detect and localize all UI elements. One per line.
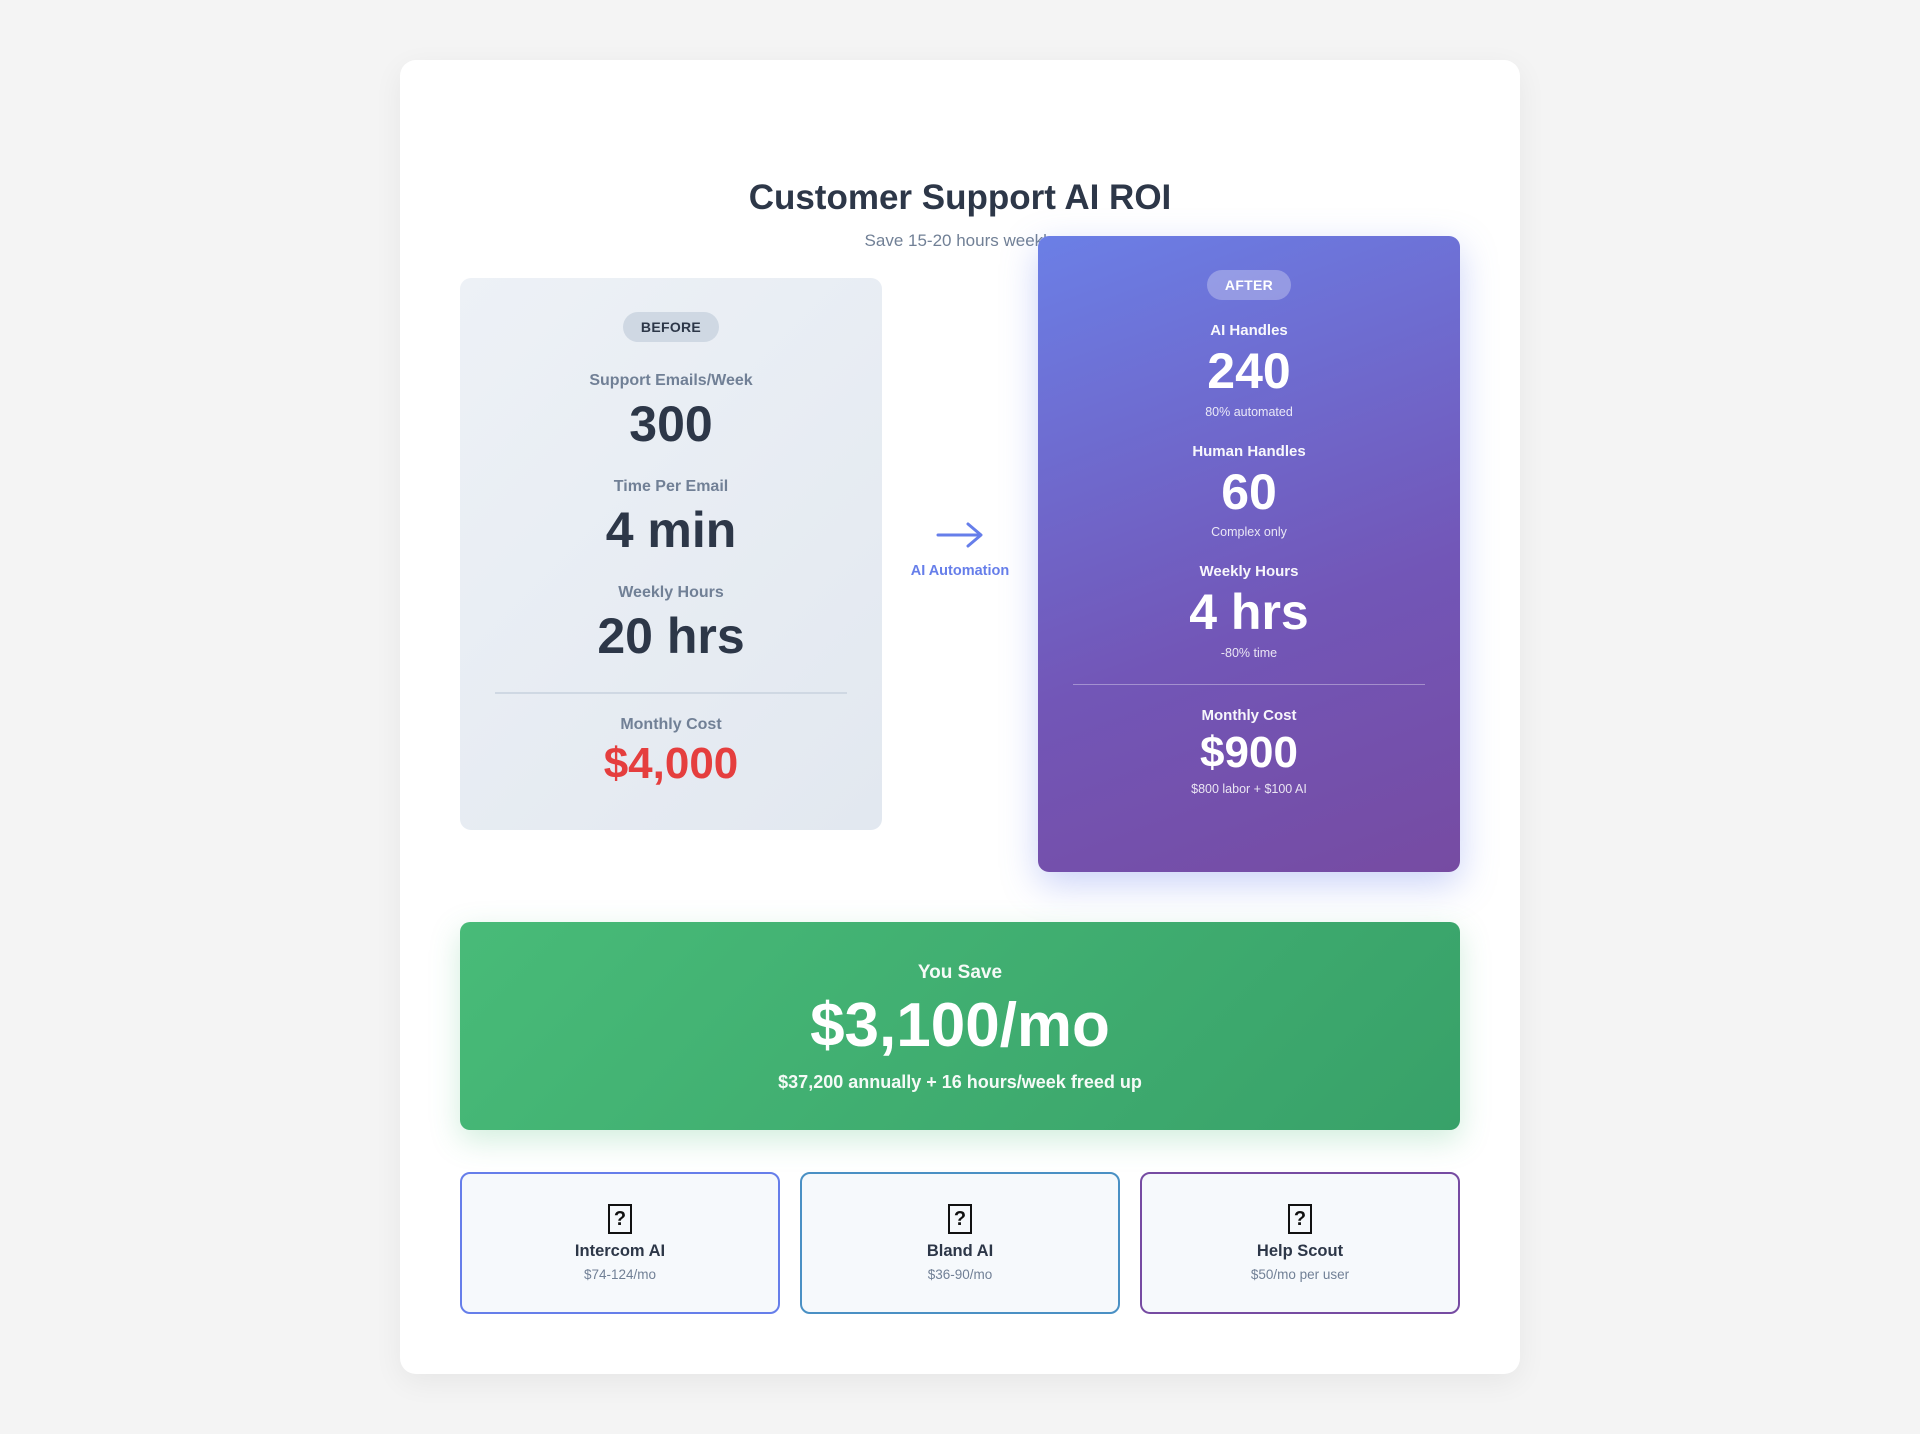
savings-label: You Save xyxy=(917,962,1003,983)
transition-label: AI Automation xyxy=(910,563,1010,579)
transition: AI Automation xyxy=(882,520,1038,579)
before-divider xyxy=(495,692,847,694)
emails-value: 300 xyxy=(629,396,713,452)
savings-banner: You Save $3,100/mo $37,200 annually + 16… xyxy=(460,922,1460,1130)
before-cost-label: Monthly Cost xyxy=(620,716,722,733)
after-panel: AFTER AI Handles 240 80% automated Human… xyxy=(1038,236,1460,872)
before-cost-value: $4,000 xyxy=(603,739,739,788)
missing-glyph-icon: ? xyxy=(948,1204,972,1234)
human-handles-value: 60 xyxy=(1221,463,1277,520)
tool-card-intercom[interactable]: ? Intercom AI $74-124/mo xyxy=(460,1172,780,1314)
after-cost-label: Monthly Cost xyxy=(1201,706,1297,724)
ai-handles-value: 240 xyxy=(1207,343,1291,399)
page-subtitle: Save 15-20 hours weekly xyxy=(864,231,1056,250)
ai-handles-label: AI Handles xyxy=(1210,322,1288,339)
after-divider xyxy=(1073,683,1425,685)
time-per-email-label: Time Per Email xyxy=(613,478,729,495)
tool-name: Intercom AI xyxy=(574,1242,666,1260)
tool-card-bland[interactable]: ? Bland AI $36-90/mo xyxy=(800,1172,1120,1314)
tool-name: Bland AI xyxy=(926,1242,994,1260)
emails-label: Support Emails/Week xyxy=(589,372,753,389)
tool-card-helpscout[interactable]: ? Help Scout $50/mo per user xyxy=(1140,1172,1460,1314)
after-cost-value: $900 xyxy=(1200,727,1298,777)
after-weekly-hours-label: Weekly Hours xyxy=(1199,563,1299,580)
savings-detail: $37,200 annually + 16 hours/week freed u… xyxy=(778,1072,1142,1093)
ai-handles-sub: 80% automated xyxy=(1205,404,1293,419)
arrow-right-icon xyxy=(882,520,1038,555)
before-weekly-hours-label: Weekly Hours xyxy=(618,584,724,601)
after-weekly-hours-sub: -80% time xyxy=(1220,645,1278,660)
missing-glyph-icon: ? xyxy=(608,1204,632,1234)
after-badge: AFTER xyxy=(1206,270,1292,300)
human-handles-label: Human Handles xyxy=(1192,442,1306,460)
roi-card: Customer Support AI ROI Save 15-20 hours… xyxy=(400,60,1520,1374)
page-title: Customer Support AI ROI xyxy=(748,178,1172,217)
after-weekly-hours-value: 4 hrs xyxy=(1189,584,1309,640)
tool-price: $36-90/mo xyxy=(927,1267,993,1282)
tool-price: $74-124/mo xyxy=(583,1267,657,1282)
before-badge: BEFORE xyxy=(622,312,720,342)
missing-glyph-icon: ? xyxy=(1288,1204,1312,1234)
time-per-email-value: 4 min xyxy=(605,502,737,558)
after-cost-sub: $800 labor + $100 AI xyxy=(1191,782,1307,797)
before-weekly-hours-value: 20 hrs xyxy=(597,608,745,664)
savings-value: $3,100/mo xyxy=(810,991,1110,1060)
before-panel: BEFORE Support Emails/Week 300 Time Per … xyxy=(460,278,882,830)
tool-options: ? Intercom AI $74-124/mo ? Bland AI $36-… xyxy=(460,1172,1460,1314)
human-handles-sub: Complex only xyxy=(1211,525,1287,539)
tool-price: $50/mo per user xyxy=(1250,1267,1350,1282)
tool-name: Help Scout xyxy=(1256,1242,1344,1260)
